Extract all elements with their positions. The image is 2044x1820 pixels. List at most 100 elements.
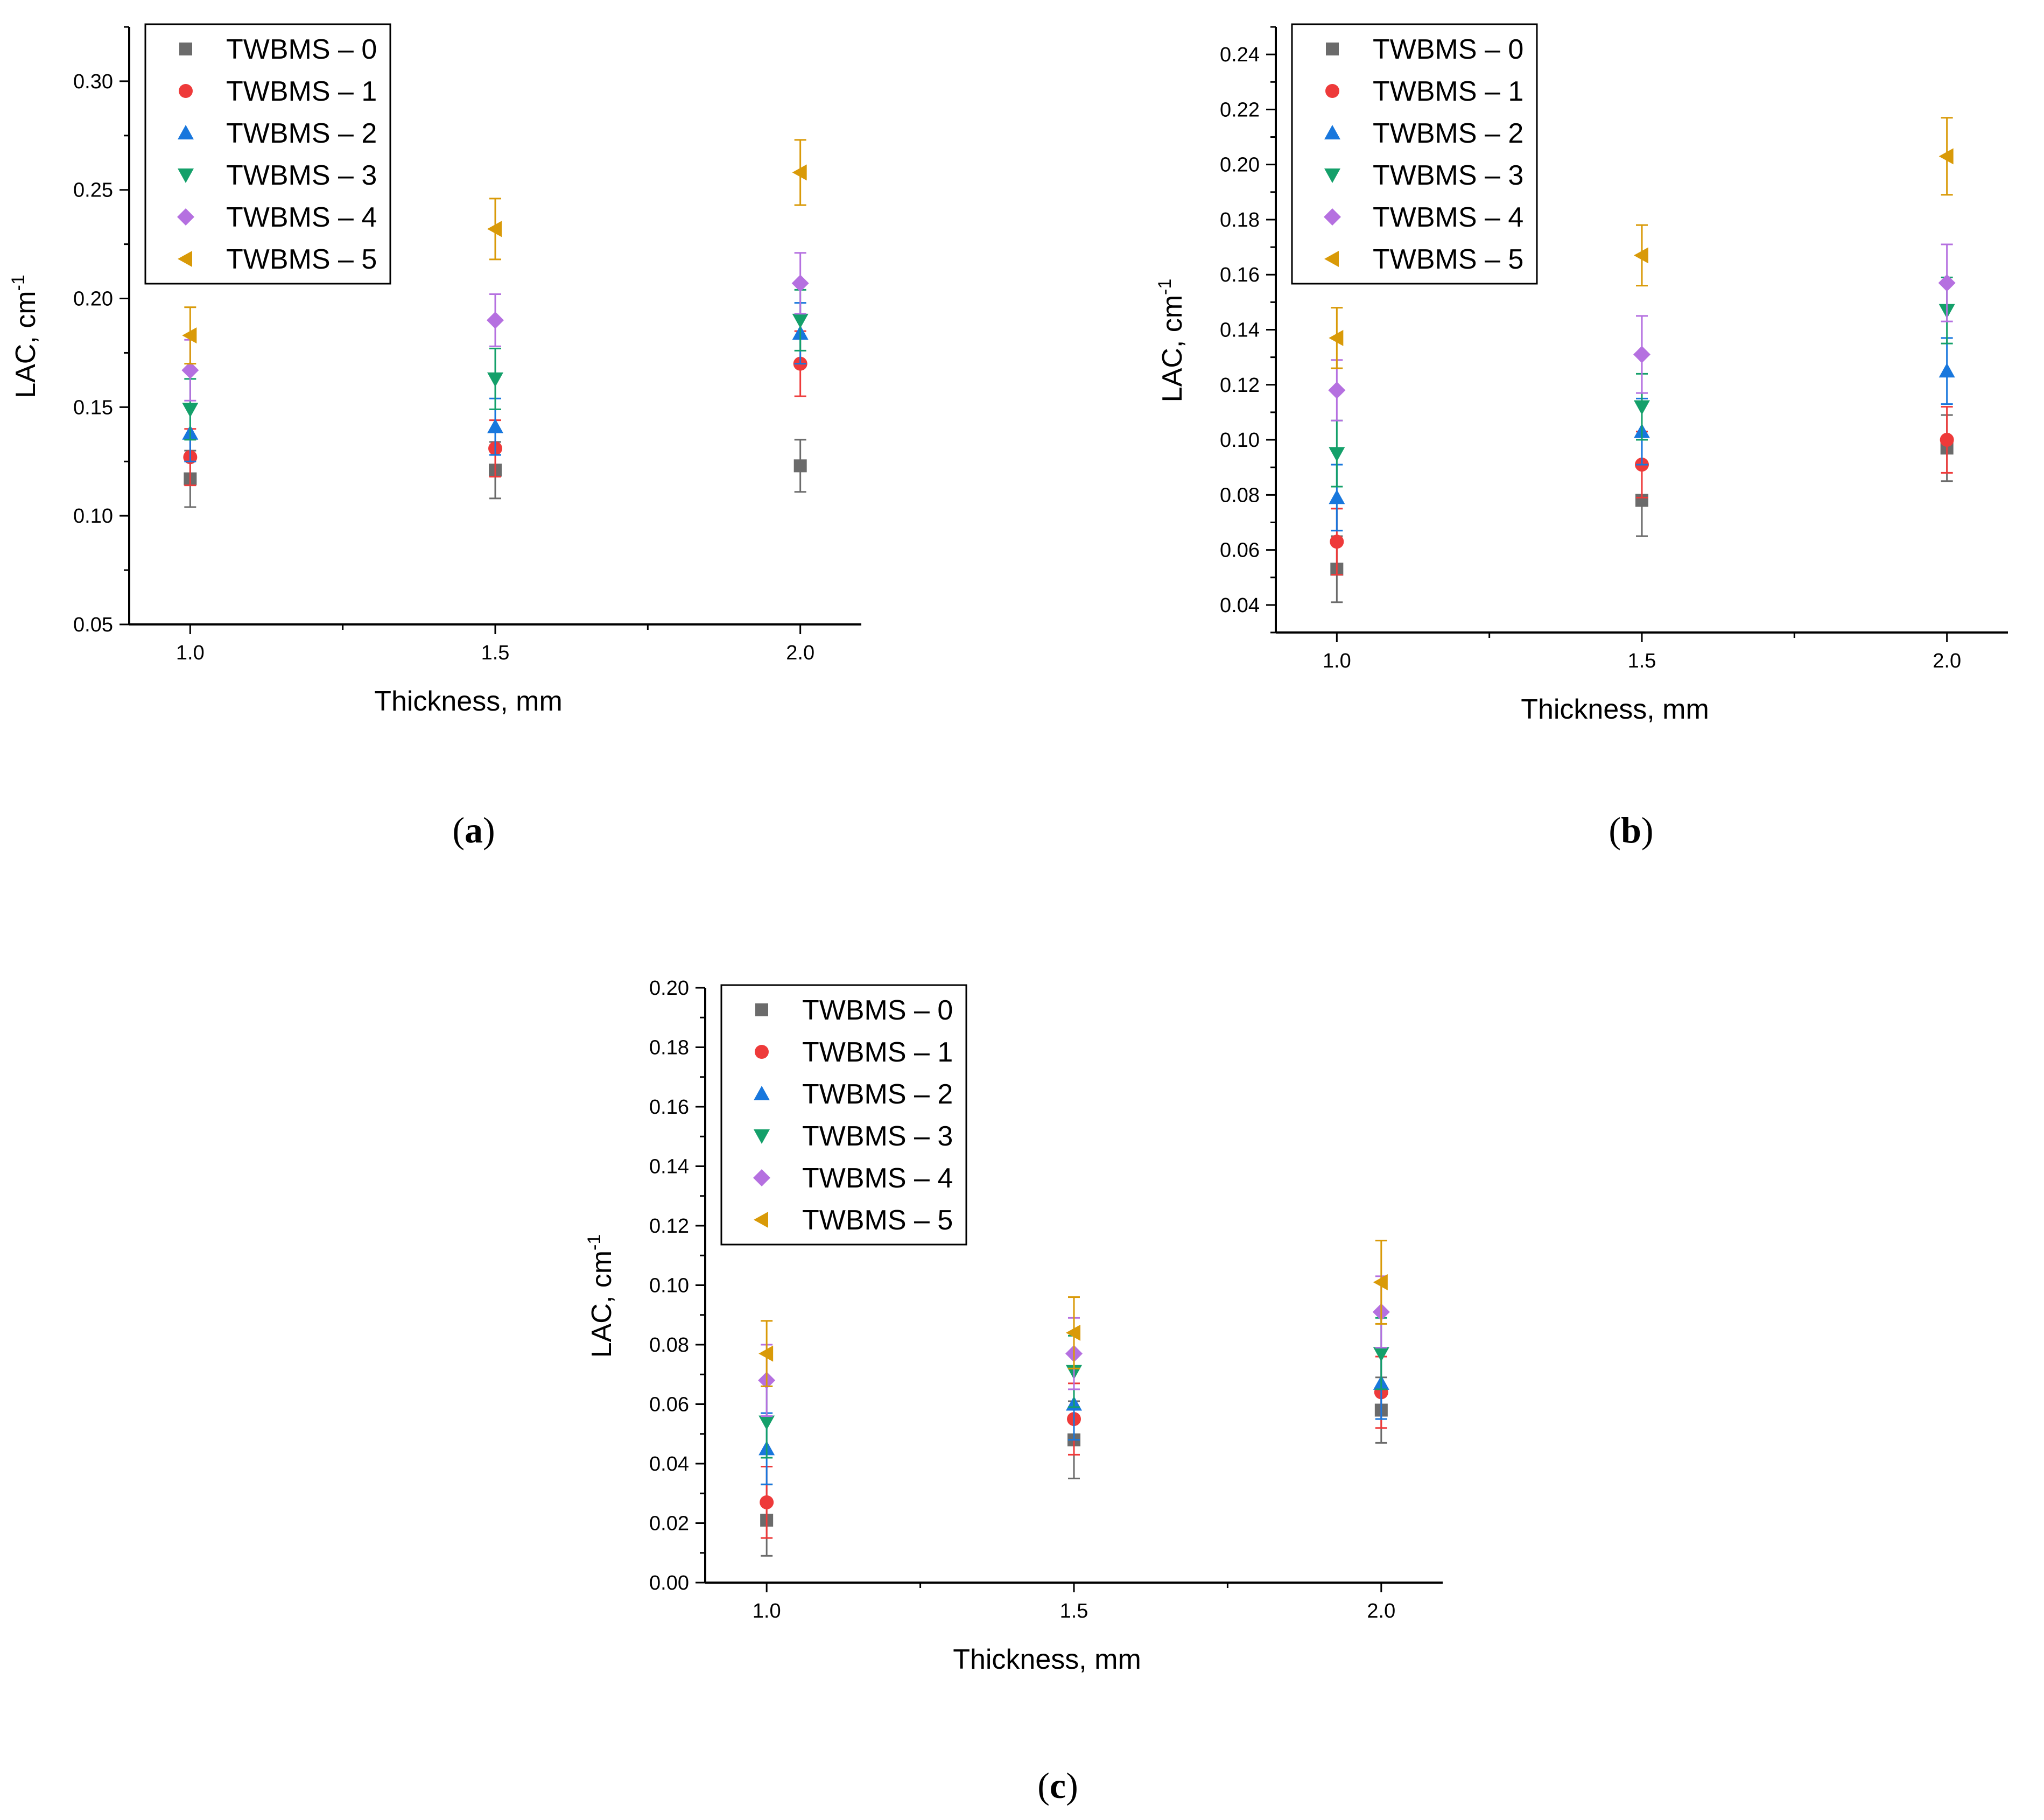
- data-point: [793, 459, 807, 473]
- series-5: [1329, 117, 1954, 369]
- y-tick-label: 0.22: [1220, 99, 1260, 121]
- legend-marker: [754, 1129, 770, 1144]
- legend-box: [1291, 23, 1538, 285]
- x-tick-label: 1.0: [753, 1600, 781, 1622]
- legend-marker: [178, 125, 194, 139]
- data-point: [1329, 447, 1345, 462]
- x-tick-label: 2.0: [1933, 650, 1961, 672]
- y-tick-label: 0.18: [1220, 209, 1260, 231]
- y-tick-label: 0.24: [1220, 44, 1260, 66]
- y-tick-label: 0.04: [1220, 594, 1260, 617]
- x-tick-label: 2.0: [1367, 1600, 1395, 1622]
- legend: TWBMS – 0 TWBMS – 1 TWBMS – 2 TWBMS – 3 TWBM…: [720, 984, 967, 1246]
- legend: TWBMS – 0 TWBMS – 1 TWBMS – 2 TWBMS – 3 TWBM…: [1291, 23, 1538, 285]
- x-axis-title: Thickness, mm: [1521, 694, 1709, 725]
- data-point: [1633, 346, 1650, 363]
- y-tick-label: 0.00: [649, 1572, 689, 1594]
- legend-marker: [178, 251, 192, 267]
- y-tick-label: 0.30: [73, 71, 113, 93]
- legend-label: TWBMS – 5: [1373, 244, 1523, 275]
- legend-marker: [178, 168, 194, 183]
- y-tick-label: 0.08: [1220, 484, 1260, 507]
- legend-marker: [1326, 43, 1339, 55]
- y-tick-label: 0.10: [1220, 429, 1260, 452]
- data-point: [1940, 433, 1954, 447]
- y-tick-label: 0.20: [73, 288, 113, 311]
- x-tick-label: 1.5: [1060, 1600, 1088, 1622]
- legend-marker: [1324, 168, 1340, 183]
- legend: TWBMS – 0 TWBMS – 1 TWBMS – 2 TWBMS – 3 TWBM…: [144, 23, 391, 285]
- panel-caption: (a): [452, 810, 495, 851]
- y-tick-label: 0.06: [1220, 539, 1260, 562]
- data-point: [1938, 274, 1956, 292]
- data-point: [1329, 329, 1344, 346]
- legend-marker: [177, 208, 194, 226]
- legend-label: TWBMS – 3: [226, 160, 377, 191]
- data-point: [182, 327, 197, 344]
- legend-marker: [1324, 251, 1339, 267]
- series-5: [758, 1240, 1388, 1387]
- legend-marker: [179, 43, 192, 55]
- legend-marker: [179, 84, 193, 98]
- y-tick-label: 0.16: [649, 1096, 689, 1119]
- legend-label: TWBMS – 0: [226, 34, 377, 65]
- y-axis-title: LAC, cm-1: [1155, 279, 1188, 403]
- x-tick-label: 1.0: [1323, 650, 1351, 672]
- legend-label: TWBMS – 3: [802, 1121, 953, 1152]
- data-point: [758, 1345, 774, 1362]
- y-tick-label: 0.10: [649, 1275, 689, 1297]
- data-point: [487, 372, 503, 387]
- data-point: [1066, 1324, 1080, 1341]
- legend-label: TWBMS – 4: [1373, 202, 1523, 233]
- legend-marker: [1324, 208, 1341, 226]
- y-tick-label: 0.04: [649, 1453, 689, 1475]
- legend-box: [144, 23, 391, 285]
- x-tick-label: 1.5: [1628, 650, 1656, 672]
- data-point: [792, 313, 809, 328]
- data-point: [487, 221, 502, 237]
- data-point: [792, 164, 807, 181]
- legend-marker: [753, 1169, 770, 1186]
- data-point: [1373, 1347, 1389, 1362]
- legend-label: TWBMS – 5: [802, 1205, 953, 1236]
- x-tick-label: 2.0: [786, 642, 814, 664]
- y-tick-label: 0.20: [1220, 154, 1260, 177]
- data-point: [487, 311, 504, 329]
- legend-label: TWBMS – 0: [1373, 34, 1523, 65]
- y-tick-label: 0.10: [73, 505, 113, 528]
- y-tick-label: 0.06: [649, 1394, 689, 1416]
- data-point: [758, 1415, 775, 1430]
- y-tick-label: 0.02: [649, 1513, 689, 1535]
- legend-label: TWBMS – 5: [226, 244, 377, 275]
- x-axis-title: Thickness, mm: [374, 686, 563, 717]
- legend-label: TWBMS – 1: [226, 76, 377, 107]
- legend-marker: [754, 1212, 768, 1228]
- y-tick-label: 0.20: [649, 977, 689, 1000]
- data-point: [1373, 1274, 1388, 1290]
- panel-a: 0.05 0.10 0.15 0.20 0.25 0.30 1.0 1.5 2.0 Thickne…: [8, 23, 861, 851]
- legend-label: TWBMS – 0: [802, 995, 953, 1026]
- legend-marker: [754, 1086, 770, 1100]
- data-point: [760, 1495, 774, 1509]
- series-5: [182, 139, 807, 365]
- y-tick-label: 0.18: [649, 1037, 689, 1059]
- data-point: [487, 418, 503, 433]
- legend-marker: [1324, 125, 1340, 139]
- legend-label: TWBMS – 3: [1373, 160, 1523, 191]
- data-point: [1329, 489, 1345, 504]
- y-tick-label: 0.05: [73, 614, 113, 636]
- y-tick-label: 0.12: [1220, 374, 1260, 397]
- legend-label: TWBMS – 4: [802, 1163, 953, 1194]
- y-tick-label: 0.15: [73, 396, 113, 419]
- y-tick-label: 0.12: [649, 1215, 689, 1238]
- legend-marker: [1325, 84, 1339, 98]
- y-tick-label: 0.25: [73, 179, 113, 202]
- data-point: [1634, 400, 1650, 415]
- legend-marker: [755, 1003, 768, 1016]
- y-axis-title: LAC, cm-1: [8, 275, 41, 398]
- series-4: [1328, 243, 1956, 421]
- legend-label: TWBMS – 1: [1373, 76, 1523, 107]
- panel-caption: (b): [1608, 810, 1653, 851]
- panel-c: 0.00 0.02 0.04 0.06 0.08 0.10 0.12 0.14 0.16 0.18…: [584, 977, 1443, 1806]
